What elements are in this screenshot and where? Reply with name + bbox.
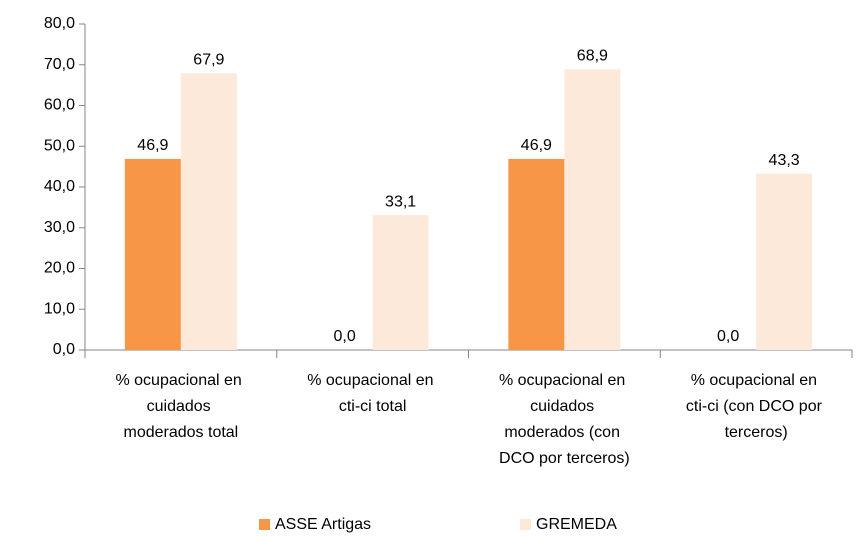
x-tick-label-line: % ocupacional en — [691, 372, 822, 389]
bar — [372, 215, 429, 350]
data-label: 0,0 — [334, 328, 356, 345]
y-tick-label: 60,0 — [44, 97, 75, 114]
bar — [756, 173, 813, 350]
y-tick-label: 80,0 — [44, 15, 75, 32]
data-label: 67,9 — [193, 52, 224, 69]
y-tick-label: 30,0 — [44, 219, 75, 236]
x-tick-label: % ocupacional en cti-ci total — [307, 372, 438, 415]
legend-label: ASSE Artigas — [275, 516, 371, 533]
data-label: 46,9 — [521, 137, 552, 154]
x-tick-label: % ocupacional en cuidados moderados tota… — [115, 372, 246, 441]
y-tick-label: 20,0 — [44, 260, 75, 277]
y-tick-label: 0,0 — [53, 341, 75, 358]
x-tick-label-line: % ocupacional en — [307, 372, 438, 389]
y-tick-label: 70,0 — [44, 56, 75, 73]
legend-label: GREMEDA — [536, 516, 617, 533]
bar — [508, 158, 565, 350]
data-label: 68,9 — [577, 47, 608, 64]
x-tick-label: % ocupacional en cuidados moderados (con… — [499, 372, 630, 467]
bar — [564, 69, 621, 351]
legend-swatch — [520, 519, 531, 530]
bar — [180, 73, 237, 351]
x-tick-label-line: DCO por terceros) — [499, 450, 630, 467]
legend-swatch — [259, 519, 270, 530]
x-tick-label-line: terceros) — [725, 424, 788, 441]
y-tick-label: 10,0 — [44, 300, 75, 317]
x-tick-label-line: cuidados — [530, 398, 599, 415]
x-tick-label-line: % ocupacional en — [499, 372, 630, 389]
x-tick-label: % ocupacional en cti-ci (con DCO por ter… — [686, 372, 826, 441]
x-tick-label-line: cti-ci total — [339, 398, 407, 415]
x-tick-label-line: % ocupacional en — [115, 372, 246, 389]
data-label: 33,1 — [385, 193, 416, 210]
x-tick-label-line: moderados total — [124, 424, 239, 441]
x-tick-label-line: cuidados — [147, 398, 216, 415]
data-label: 0,0 — [717, 328, 739, 345]
bar — [124, 158, 181, 350]
x-tick-label-line: cti-ci (con DCO por — [686, 398, 826, 415]
x-tick-label-line: moderados (con — [504, 424, 624, 441]
y-tick-label: 40,0 — [44, 178, 75, 195]
data-label: 43,3 — [769, 152, 800, 169]
data-label: 46,9 — [137, 137, 168, 154]
y-tick-label: 50,0 — [44, 137, 75, 154]
